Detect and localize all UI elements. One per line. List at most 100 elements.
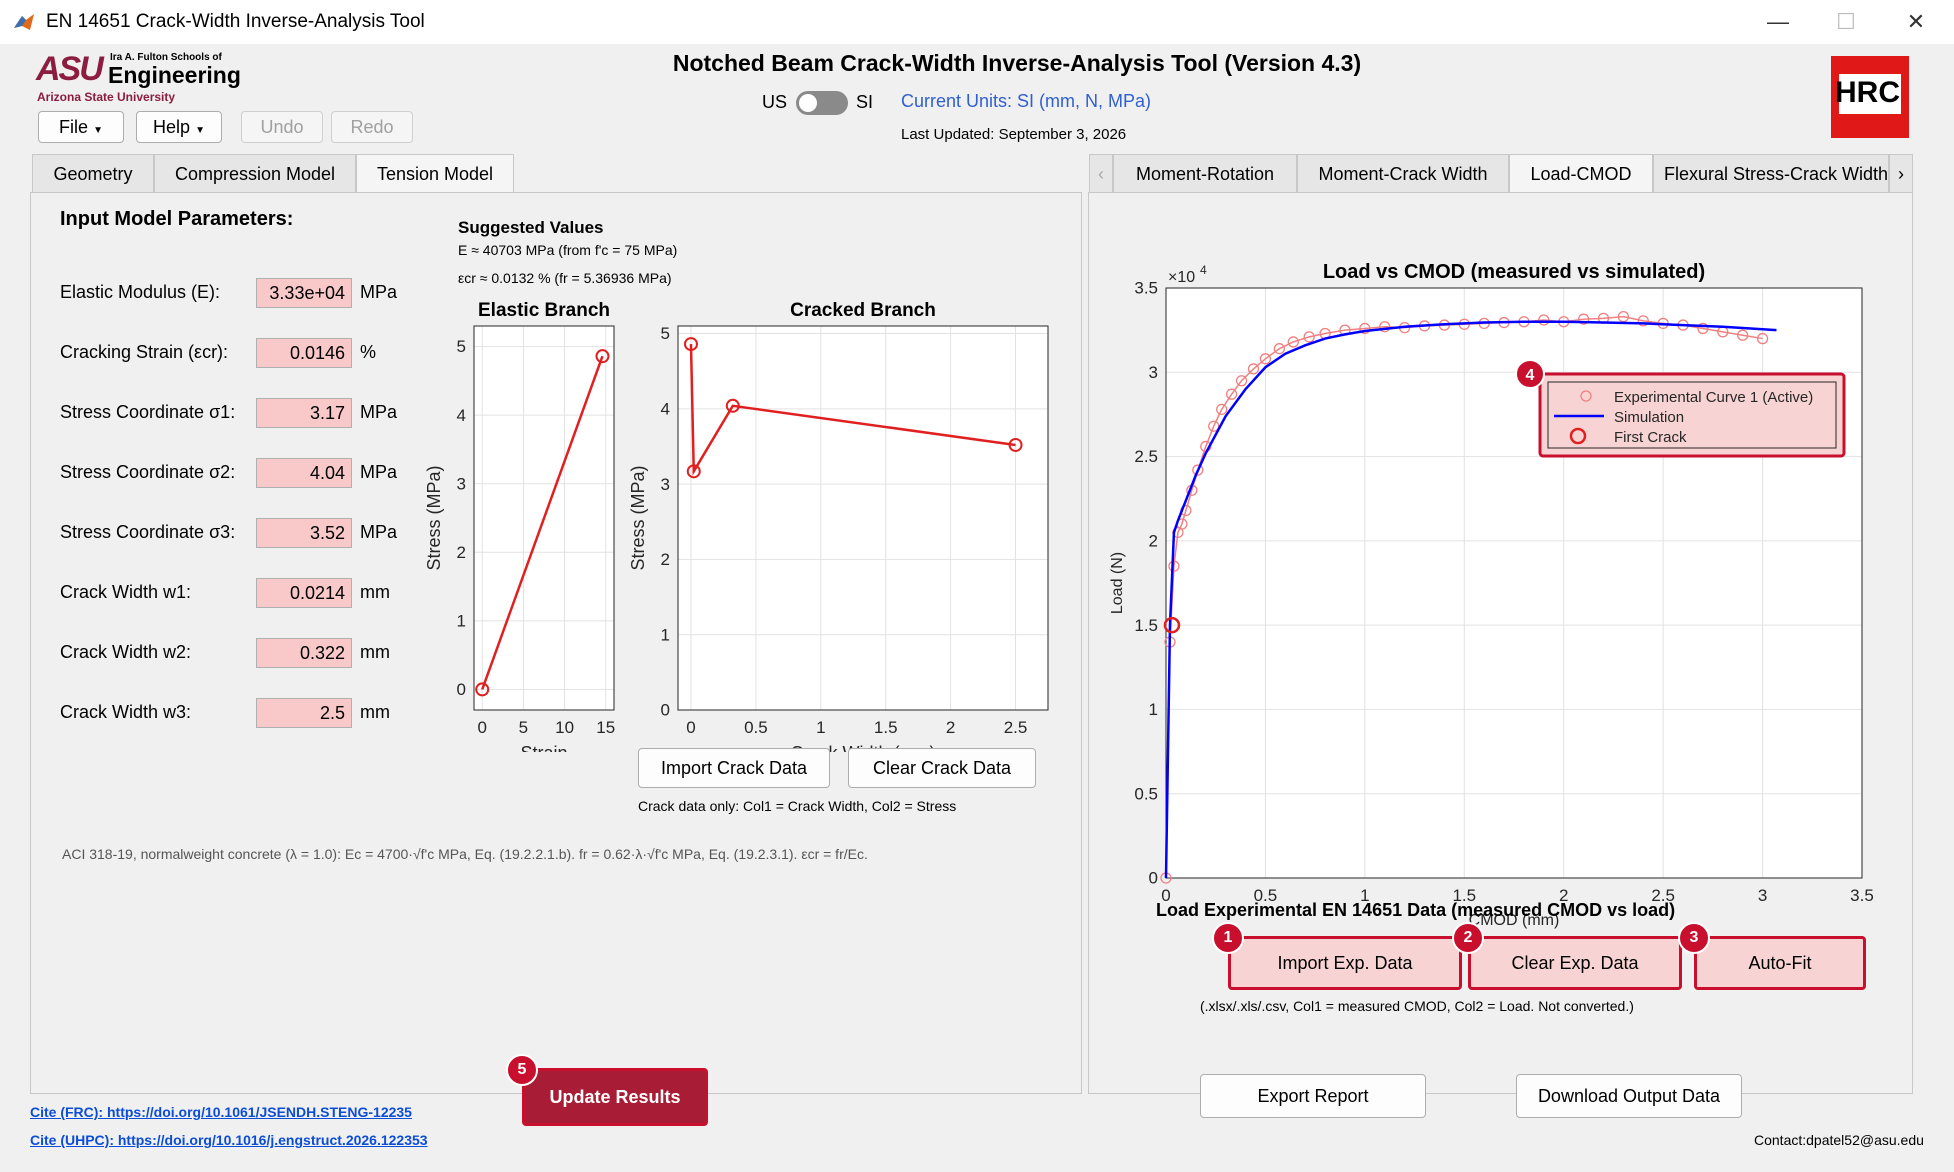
experimental-point xyxy=(1273,343,1285,355)
download-output-data-button[interactable]: Download Output Data xyxy=(1516,1074,1742,1118)
units-toggle[interactable] xyxy=(796,91,848,115)
param-value-field[interactable]: 3.33e+04 xyxy=(256,278,352,308)
auto-fit-button[interactable]: Auto-Fit xyxy=(1694,936,1866,990)
maximize-icon[interactable]: ☐ xyxy=(1836,9,1856,34)
x-tick-label: 1.5 xyxy=(874,718,898,737)
window-title: EN 14651 Crack-Width Inverse-Analysis To… xyxy=(46,11,425,32)
param-label: Stress Coordinate σ2: xyxy=(60,462,236,482)
import-crack-data-button[interactable]: Import Crack Data xyxy=(638,748,830,788)
title-bar: EN 14651 Crack-Width Inverse-Analysis To… xyxy=(0,0,1954,45)
tab-moment-crack-width[interactable]: Moment-Crack Width xyxy=(1297,154,1509,192)
param-label: Crack Width w3: xyxy=(60,702,192,722)
param-label: Stress Coordinate σ1: xyxy=(60,402,236,422)
y-tick-label: 2 xyxy=(1149,532,1158,551)
contact-email: Contact:dpatel52@asu.edu xyxy=(1754,1132,1924,1148)
param-unit: % xyxy=(360,342,377,362)
tab-tension-model[interactable]: Tension Model xyxy=(356,154,514,192)
tab-flexural-stress-crack-width[interactable]: Flexural Stress-Crack Width xyxy=(1653,154,1889,192)
chart-title: Cracked Branch xyxy=(790,302,936,321)
experimental-point xyxy=(1303,331,1315,343)
experimental-point xyxy=(1225,388,1238,400)
update-results-button[interactable]: Update Results xyxy=(522,1068,708,1126)
clear-crack-data-button[interactable]: Clear Crack Data xyxy=(848,748,1036,788)
close-icon[interactable]: ✕ xyxy=(1906,9,1926,34)
param-unit: MPa xyxy=(360,522,398,542)
tab-scroll-left-icon[interactable]: ‹ xyxy=(1089,154,1113,192)
legend-first-crack-marker xyxy=(1569,427,1587,445)
x-tick-label: 0 xyxy=(478,718,487,737)
experimental-point xyxy=(1208,420,1220,432)
export-report-button[interactable]: Export Report xyxy=(1200,1074,1426,1118)
y-tick-label: 3 xyxy=(661,475,670,494)
x-tick-label: 0.5 xyxy=(1254,886,1278,905)
experimental-point xyxy=(1538,314,1550,326)
tab-compression-model[interactable]: Compression Model xyxy=(154,154,356,192)
param-value-field[interactable]: 0.322 xyxy=(256,638,352,668)
y-tick-label: 2.5 xyxy=(1134,447,1158,466)
simulation-line xyxy=(1164,320,1777,879)
experimental-point xyxy=(1287,336,1299,348)
exp-section-heading: Load Experimental EN 14651 Data (measure… xyxy=(1156,900,1676,920)
cite-frc-link[interactable]: Cite (FRC): https://doi.org/10.1061/JSEN… xyxy=(30,1104,412,1120)
elastic-point xyxy=(475,682,490,697)
units-us-label: US xyxy=(762,92,788,112)
plot-area xyxy=(677,325,1049,711)
minimize-icon[interactable]: — xyxy=(1767,9,1789,34)
x-tick-label: 10 xyxy=(555,718,574,737)
clear-exp-data-button[interactable]: Clear Exp. Data xyxy=(1468,936,1682,990)
param-value-field[interactable]: 0.0214 xyxy=(256,578,352,608)
tab-scroll-right-icon[interactable]: › xyxy=(1889,154,1913,192)
param-label: Crack Width w1: xyxy=(60,582,192,602)
x-tick-label: 2.5 xyxy=(1004,718,1028,737)
param-unit: MPa xyxy=(360,462,398,482)
x-tick-label: 2.5 xyxy=(1651,886,1675,905)
tab-moment-rotation[interactable]: Moment-Rotation xyxy=(1113,154,1297,192)
tab-geometry[interactable]: Geometry xyxy=(32,154,154,192)
param-value-field[interactable]: 3.52 xyxy=(256,518,352,548)
undo-button[interactable]: Undo xyxy=(241,111,323,143)
redo-button[interactable]: Redo xyxy=(331,111,413,143)
experimental-point xyxy=(1697,322,1709,335)
param-unit: MPa xyxy=(360,402,398,422)
x-axis-label: Crack Width (mm) xyxy=(791,743,936,752)
x-axis-label: Strain xyxy=(520,743,567,752)
x-tick-label: 2 xyxy=(946,718,955,737)
param-value-field[interactable]: 4.04 xyxy=(256,458,352,488)
y-tick-label: 0 xyxy=(661,701,670,720)
y-tick-label: 4 xyxy=(661,399,670,418)
param-value-field[interactable]: 2.5 xyxy=(256,698,352,728)
y-tick-label: 1 xyxy=(1149,700,1158,719)
tab-load-cmod[interactable]: Load-CMOD xyxy=(1509,154,1653,192)
param-unit: mm xyxy=(360,642,390,662)
experimental-point xyxy=(1379,321,1391,333)
import-exp-data-button[interactable]: Import Exp. Data xyxy=(1228,936,1462,990)
experimental-point xyxy=(1192,464,1204,476)
param-unit: MPa xyxy=(360,282,398,302)
y-tick-label: 5 xyxy=(661,324,670,343)
file-menu-button[interactable]: File ▼ xyxy=(38,111,124,143)
experimental-point xyxy=(1216,403,1228,416)
cite-uhpc-link[interactable]: Cite (UHPC): https://doi.org/10.1016/j.e… xyxy=(30,1132,428,1148)
crack-data-note: Crack data only: Col1 = Crack Width, Col… xyxy=(638,798,957,814)
y-tick-label: 0 xyxy=(457,680,466,699)
x-tick-label: 1 xyxy=(1360,886,1369,905)
param-value-field[interactable]: 0.0146 xyxy=(256,338,352,368)
experimental-point xyxy=(1577,313,1590,325)
step-badge-4-label: 4 xyxy=(1526,367,1535,384)
param-value-field[interactable]: 3.17 xyxy=(256,398,352,428)
cracked-point xyxy=(686,464,701,479)
cracked-series-line xyxy=(689,344,1016,476)
experimental-point xyxy=(1247,363,1260,375)
units-si-label: SI xyxy=(856,92,874,112)
cracked-point xyxy=(683,337,698,352)
x-tick-label: 0.5 xyxy=(744,718,768,737)
help-menu-button[interactable]: Help ▼ xyxy=(136,111,222,143)
x-tick-label: 1 xyxy=(816,718,825,737)
page-title: Notched Beam Crack-Width Inverse-Analysi… xyxy=(672,50,1362,76)
y-axis-label: Stress (MPa) xyxy=(424,465,444,570)
chart-title: Elastic Branch xyxy=(478,302,610,321)
x-tick-label: 0 xyxy=(1161,886,1170,905)
param-label: Elastic Modulus (E): xyxy=(60,282,221,302)
step-badge-2: 2 xyxy=(1452,922,1484,954)
legend-entry: Experimental Curve 1 (Active) xyxy=(1614,389,1813,406)
